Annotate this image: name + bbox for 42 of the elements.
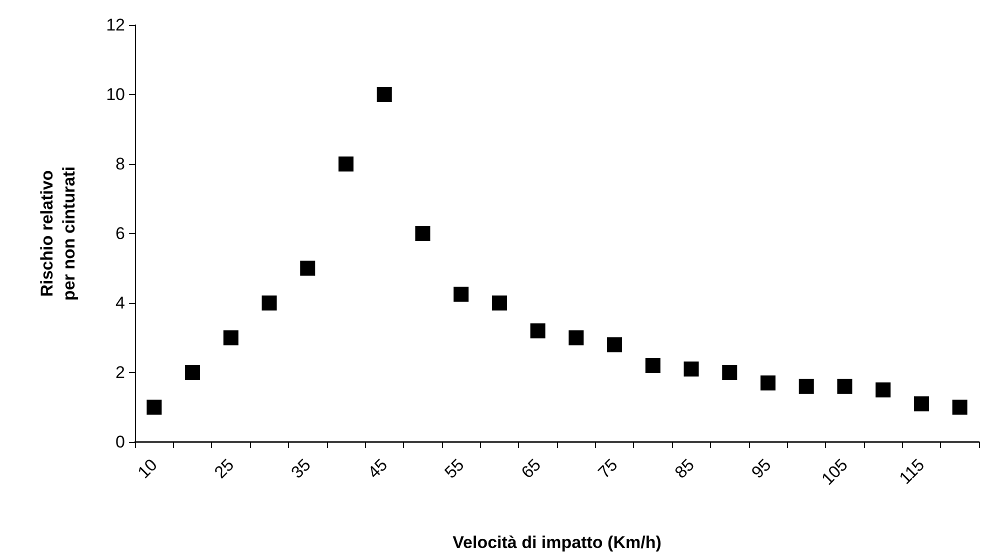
- y-tick-label: 10: [106, 85, 125, 104]
- point: [837, 378, 852, 394]
- x-tick-label: 45: [364, 455, 392, 482]
- y-tick-label: 6: [116, 224, 125, 243]
- y-tick-label: 2: [116, 363, 125, 382]
- point: [530, 323, 546, 338]
- y-tick-label: 12: [106, 16, 125, 34]
- point: [262, 296, 277, 310]
- x-tick-label: 25: [210, 455, 238, 482]
- point: [684, 362, 699, 377]
- x-tick-label: 35: [288, 455, 314, 482]
- point: [568, 330, 584, 346]
- point: [914, 396, 929, 412]
- point: [952, 400, 968, 415]
- point: [760, 375, 776, 390]
- point: [607, 337, 622, 352]
- y-tick-label: 0: [116, 432, 125, 452]
- x-tick-label: 105: [818, 455, 852, 489]
- x-tick-label: 10: [134, 455, 161, 482]
- y-tick-label: 8: [116, 154, 125, 174]
- point: [223, 330, 238, 346]
- point: [185, 365, 200, 380]
- point: [415, 226, 430, 241]
- point: [454, 286, 469, 302]
- x-axis-title: Velocità di impatto (Km/h): [452, 533, 662, 552]
- point: [338, 156, 354, 172]
- x-tick-label: 95: [748, 455, 775, 482]
- point: [722, 365, 738, 380]
- y-tick-label: 4: [116, 294, 125, 312]
- point: [146, 400, 162, 415]
- point: [645, 358, 660, 374]
- point: [798, 378, 814, 394]
- point: [376, 87, 392, 102]
- y-axis-title: Rischio relativo per non cinturati: [38, 166, 78, 301]
- x-tick-label: 85: [671, 455, 698, 482]
- x-tick-label: 115: [896, 455, 928, 488]
- x-tick-label: 65: [518, 455, 545, 482]
- x-tick-label: 75: [594, 455, 622, 482]
- point: [492, 296, 507, 310]
- point: [300, 260, 316, 276]
- point: [876, 382, 891, 398]
- x-tick-label: 55: [441, 455, 468, 482]
